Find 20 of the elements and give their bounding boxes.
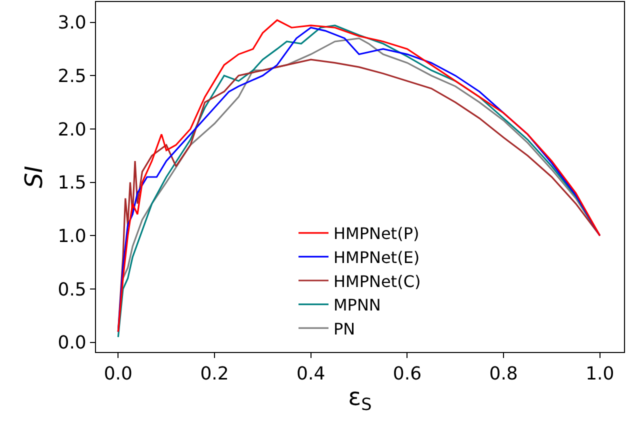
legend-label: HMPNet(P) [334,224,420,244]
x-tick-label: 0.8 [489,364,518,385]
y-tick-label: 1.5 [58,172,86,194]
legend-label: MPNN [334,296,381,315]
legend-label: HMPNet(E) [334,248,420,267]
y-tick-label: 3.0 [58,12,86,34]
x-tick-label: 1.0 [586,364,614,385]
y-tick-label: 0.5 [58,279,86,300]
y-tick-label: 1.0 [58,226,86,247]
x-tick-label: 0.2 [200,364,229,385]
x-tick-label: 0.0 [104,364,132,385]
legend-label: HMPNet(C) [334,272,421,291]
legend-label: PN [334,319,356,338]
y-tick-label: 2.5 [58,66,86,87]
y-tick-label: 2.0 [58,119,86,140]
x-axis-title: ε$_{S}$ [348,382,372,414]
y-tick-label: 0.0 [58,332,86,354]
y-axis-title: SI [20,166,48,188]
x-tick-label: 0.4 [296,364,326,385]
x-tick-label: 0.6 [392,364,422,385]
